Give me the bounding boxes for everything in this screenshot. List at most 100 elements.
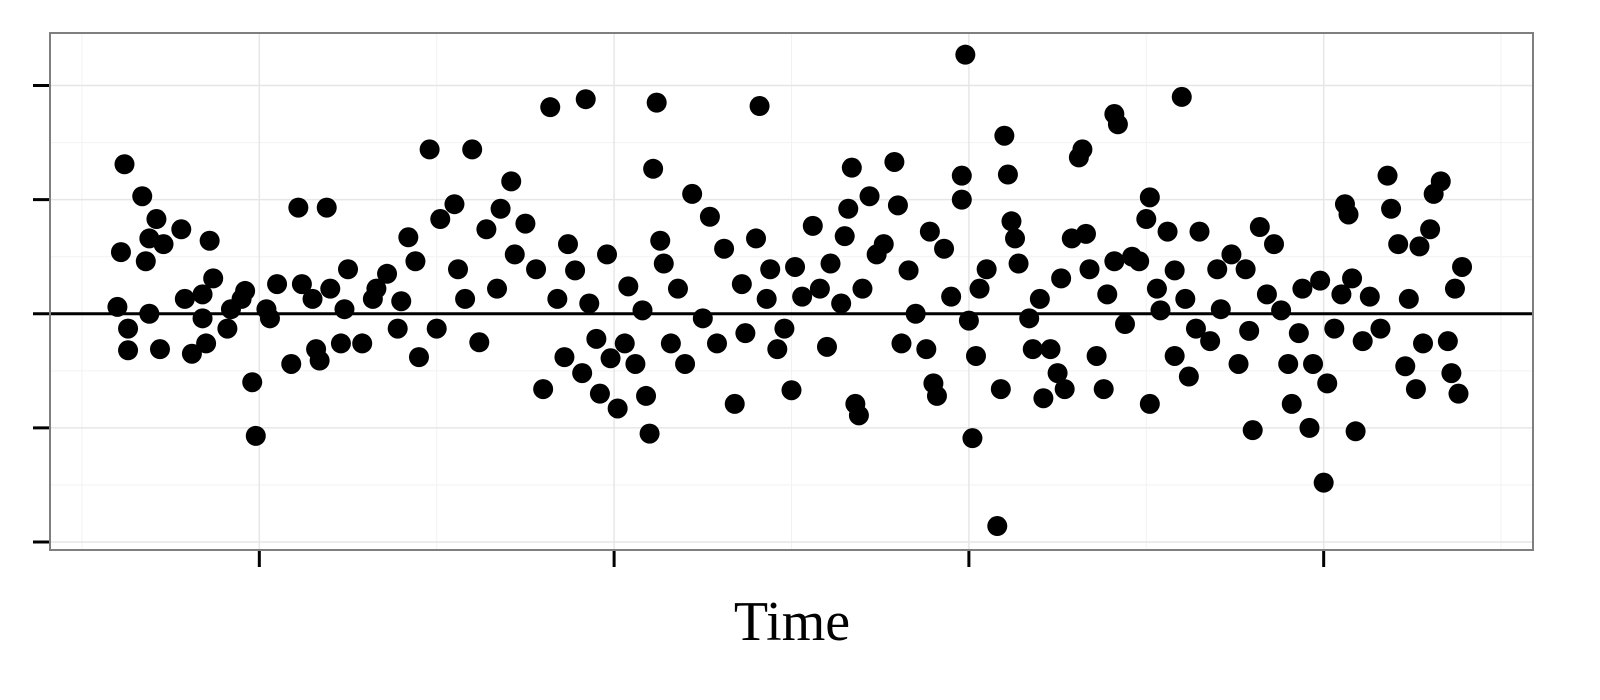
x-axis-label: Time xyxy=(734,591,850,653)
point xyxy=(220,299,241,320)
point xyxy=(838,198,859,219)
point xyxy=(643,158,664,179)
point xyxy=(618,276,639,297)
point xyxy=(405,251,426,272)
point xyxy=(1033,388,1054,409)
point xyxy=(1054,379,1075,400)
point xyxy=(1317,373,1338,394)
point xyxy=(706,333,727,354)
point xyxy=(682,183,703,204)
point xyxy=(724,393,745,414)
point xyxy=(107,296,128,317)
point xyxy=(533,379,554,400)
point xyxy=(1207,259,1228,280)
point xyxy=(408,347,429,368)
point xyxy=(955,44,976,65)
point xyxy=(831,293,852,314)
point xyxy=(597,244,618,265)
point xyxy=(841,157,862,178)
point xyxy=(1175,288,1196,309)
point xyxy=(579,293,600,314)
point xyxy=(181,343,202,364)
point xyxy=(171,219,192,240)
point xyxy=(639,423,660,444)
point xyxy=(1331,284,1352,305)
point xyxy=(667,278,688,299)
point xyxy=(859,186,880,207)
point xyxy=(951,189,972,210)
point xyxy=(916,339,937,360)
point xyxy=(646,92,667,113)
point xyxy=(1409,236,1430,257)
point xyxy=(419,139,440,160)
point xyxy=(1437,331,1458,352)
point xyxy=(196,333,217,354)
point xyxy=(1395,356,1416,377)
point xyxy=(1164,345,1185,366)
point xyxy=(153,234,174,255)
point xyxy=(873,234,894,255)
point xyxy=(1444,278,1465,299)
point xyxy=(898,260,919,281)
point xyxy=(1171,86,1192,107)
point xyxy=(809,278,830,299)
point xyxy=(650,230,671,251)
plot-border xyxy=(49,32,1534,551)
point xyxy=(1235,259,1256,280)
point xyxy=(1452,256,1473,277)
point xyxy=(1146,278,1167,299)
point xyxy=(774,318,795,339)
point xyxy=(1388,234,1409,255)
point xyxy=(1019,308,1040,329)
point xyxy=(1114,314,1135,335)
point xyxy=(192,284,213,305)
point xyxy=(1249,217,1270,238)
point xyxy=(118,318,139,339)
point xyxy=(1104,251,1125,272)
point xyxy=(203,268,224,289)
point xyxy=(1093,379,1114,400)
point xyxy=(199,230,220,251)
point xyxy=(1008,253,1029,274)
point xyxy=(1310,270,1331,291)
point xyxy=(997,164,1018,185)
point xyxy=(565,260,586,281)
point xyxy=(1001,211,1022,232)
point xyxy=(607,398,628,419)
point xyxy=(118,340,139,361)
point xyxy=(625,353,646,374)
point xyxy=(699,206,720,227)
point xyxy=(589,383,610,404)
point xyxy=(540,97,561,118)
point xyxy=(1189,221,1210,242)
point xyxy=(1377,165,1398,186)
point xyxy=(444,194,465,215)
point xyxy=(110,242,131,263)
point xyxy=(1441,363,1462,384)
point xyxy=(1005,228,1026,249)
point xyxy=(934,238,955,259)
point xyxy=(1299,417,1320,438)
point xyxy=(245,425,266,446)
point xyxy=(1097,284,1118,305)
point xyxy=(1051,268,1072,289)
point xyxy=(1086,345,1107,366)
point xyxy=(572,363,593,384)
point xyxy=(281,353,302,374)
point xyxy=(469,332,490,353)
point xyxy=(884,151,905,172)
point xyxy=(1338,204,1359,225)
point xyxy=(834,226,855,247)
point xyxy=(1370,318,1391,339)
point xyxy=(330,333,351,354)
point xyxy=(969,278,990,299)
point xyxy=(1352,331,1373,352)
point xyxy=(1185,318,1206,339)
point xyxy=(448,259,469,280)
point xyxy=(653,253,674,274)
point xyxy=(242,372,263,393)
point xyxy=(1288,323,1309,344)
point xyxy=(1324,318,1345,339)
point xyxy=(905,303,926,324)
point xyxy=(1047,363,1068,384)
